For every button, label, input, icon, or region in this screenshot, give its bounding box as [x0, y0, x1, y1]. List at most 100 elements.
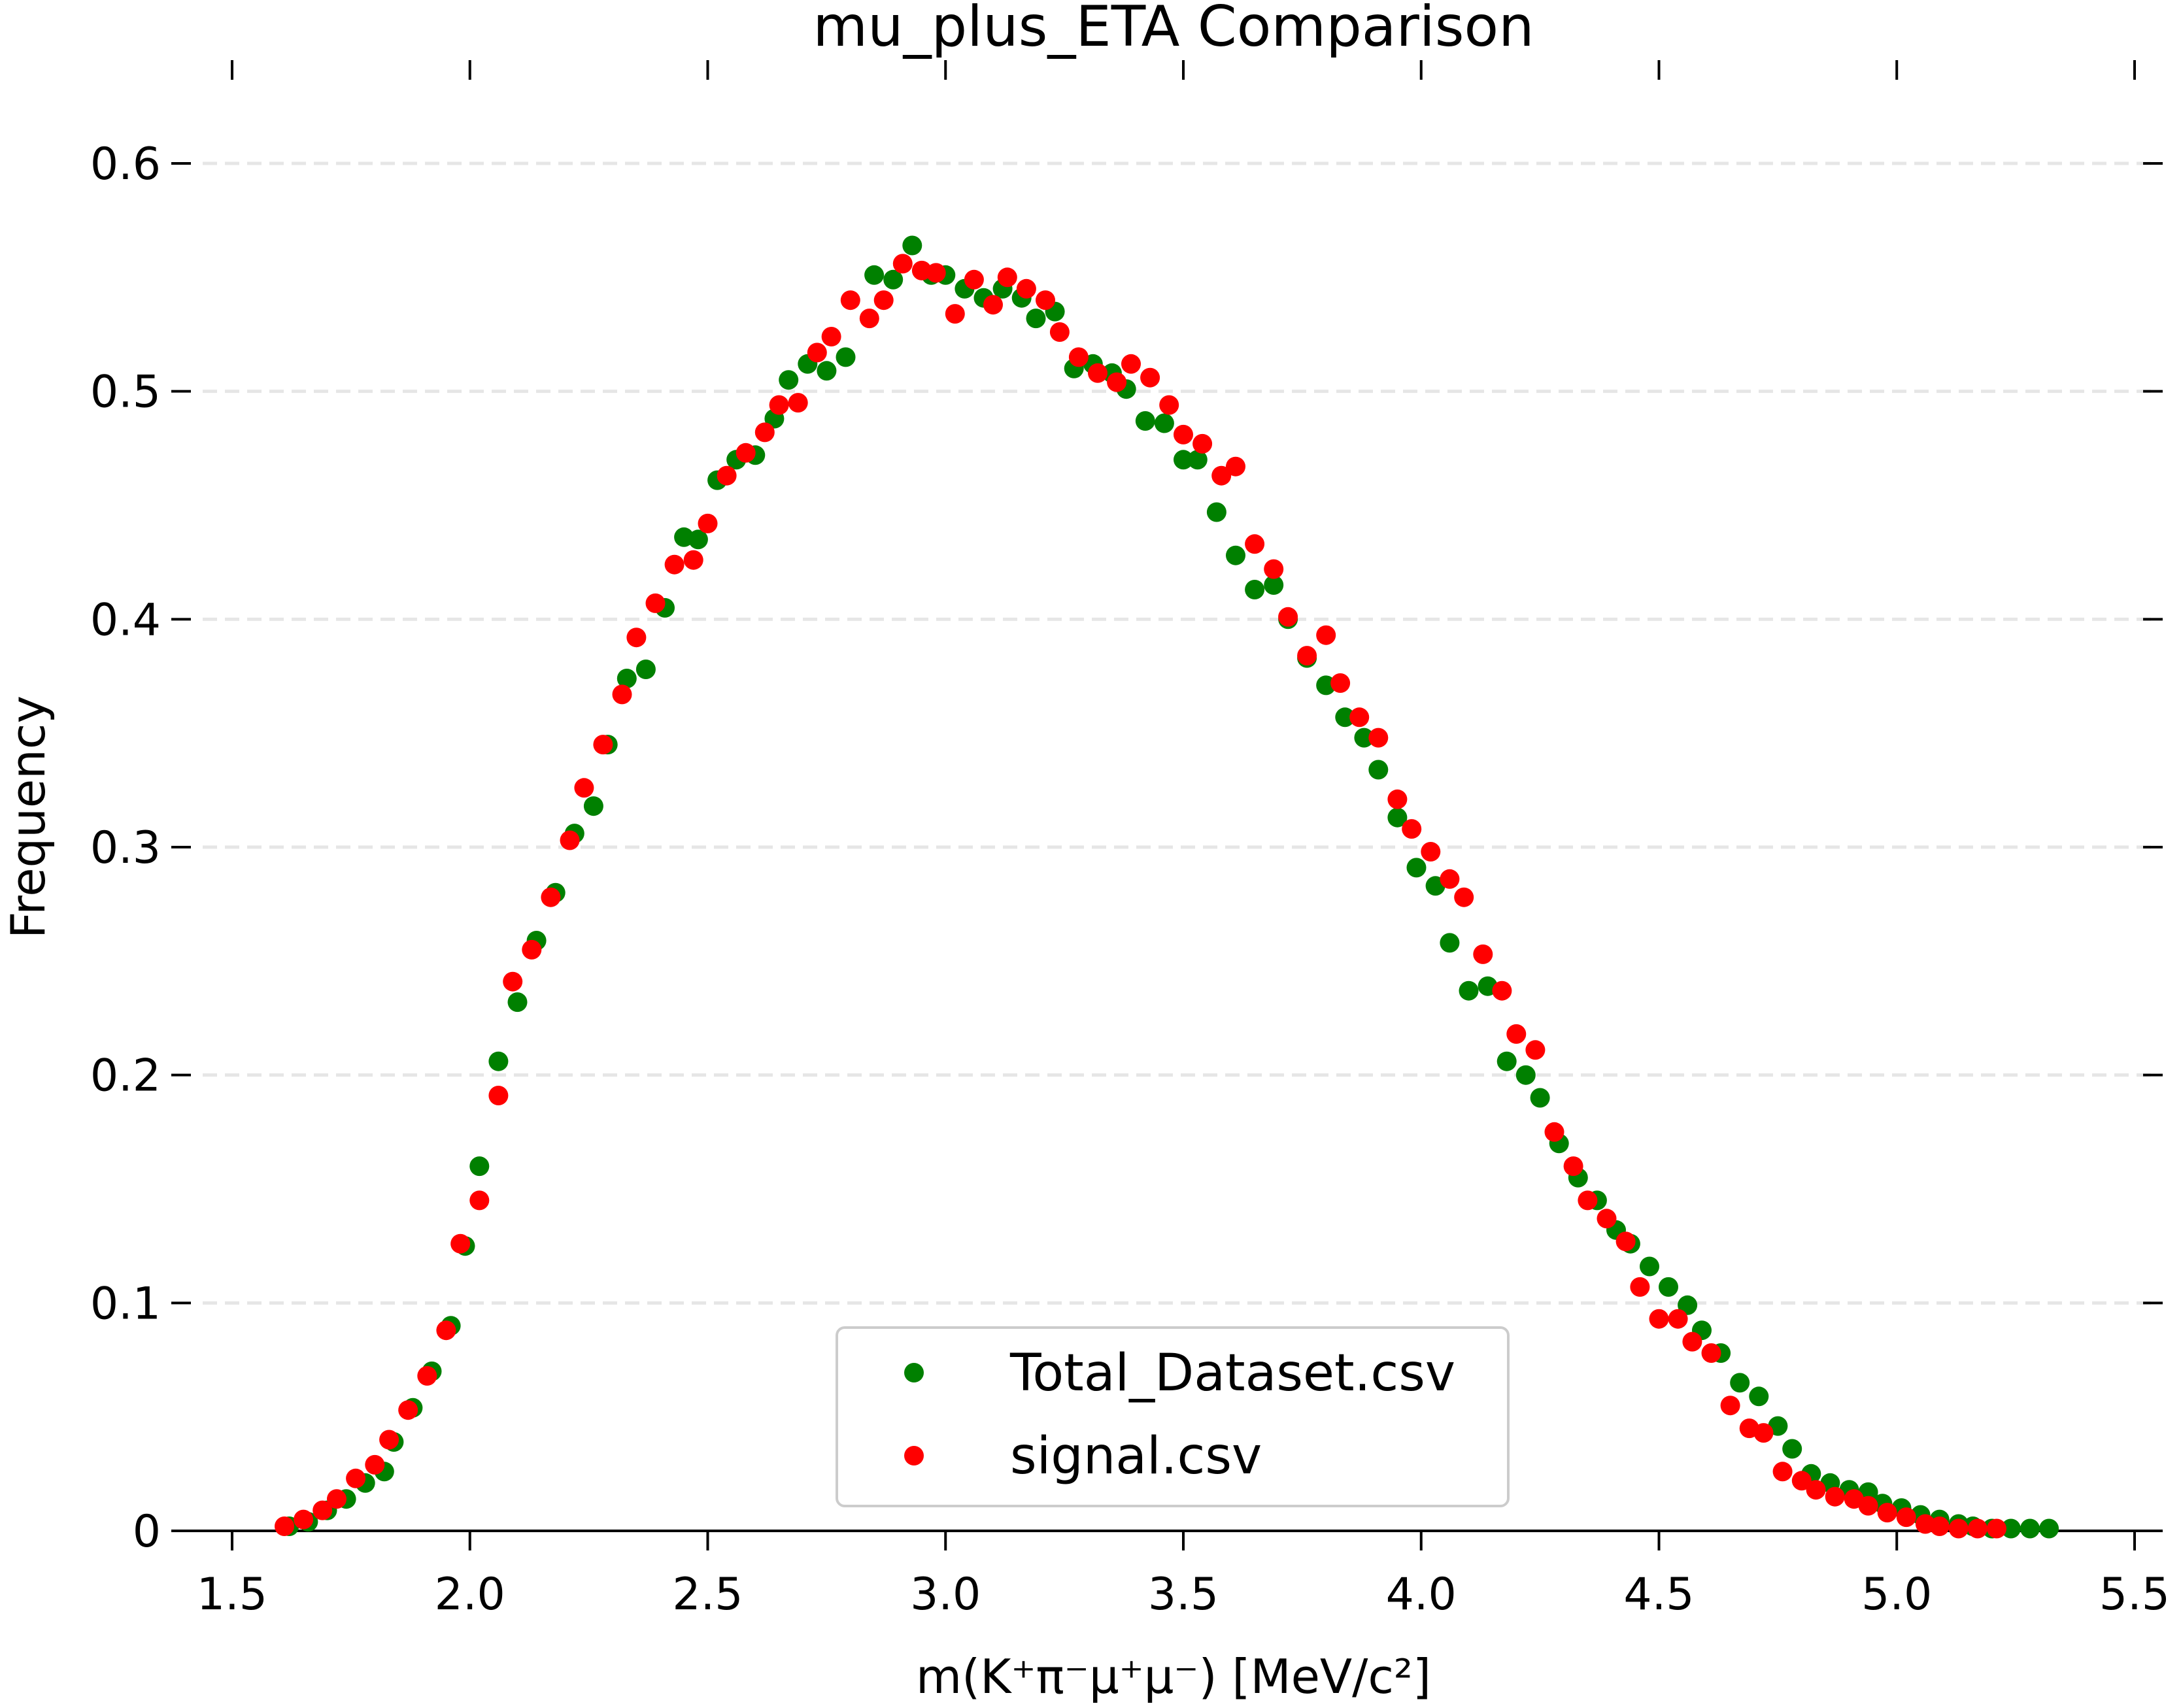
data-point-total-dataset [779, 370, 799, 390]
data-point-total-dataset [1678, 1295, 1698, 1315]
data-point-signal [1421, 842, 1441, 862]
data-point-signal [1506, 1024, 1527, 1044]
data-point-signal [1245, 534, 1265, 554]
data-point-signal [1877, 1503, 1897, 1523]
data-point-signal [1297, 646, 1317, 666]
data-point-total-dataset [2020, 1518, 2040, 1539]
data-point-signal [698, 513, 718, 533]
data-point-signal [560, 830, 580, 850]
data-point-total-dataset [1659, 1277, 1678, 1297]
data-point-signal [1720, 1396, 1740, 1416]
data-point-total-dataset [2039, 1518, 2059, 1539]
y-tick-label: 0.3 [90, 822, 161, 874]
data-point-total-dataset [1530, 1088, 1550, 1108]
data-point-signal [275, 1516, 294, 1536]
data-point-total-dataset [2001, 1518, 2021, 1539]
data-point-signal [541, 887, 561, 907]
data-point-signal [1525, 1040, 1546, 1060]
data-point-signal [840, 290, 860, 310]
data-point-signal [1544, 1122, 1564, 1142]
tick-labels: 0 0.1 0.2 0.3 0.4 0.5 0.6 1.5 2.0 2.5 3.0 3.5 4.0 4.5… [90, 139, 2170, 1620]
data-point-signal [1049, 322, 1070, 342]
data-point-signal [365, 1454, 385, 1475]
data-point-signal [873, 290, 894, 310]
data-point-total-dataset [817, 361, 837, 381]
data-point-signal [450, 1233, 471, 1254]
x-tick-label: 5.5 [2099, 1569, 2170, 1620]
data-point-signal [807, 343, 827, 363]
data-point-signal [983, 295, 1003, 315]
x-tick-label: 3.5 [1148, 1569, 1219, 1620]
data-point-total-dataset [583, 796, 603, 816]
data-point-signal [945, 304, 965, 324]
data-point-signal [417, 1365, 437, 1386]
data-point-signal [1402, 819, 1422, 839]
data-point-signal [1226, 456, 1245, 477]
data-point-total-dataset [1154, 413, 1174, 433]
data-point-signal [313, 1500, 333, 1520]
data-point-signal [1578, 1190, 1598, 1211]
data-point-signal [926, 263, 946, 283]
data-point-signal [398, 1400, 418, 1420]
x-tick-label: 3.0 [910, 1569, 981, 1620]
data-point-signal [1668, 1309, 1688, 1329]
data-point-signal [1630, 1277, 1650, 1297]
data-point-signal [1682, 1331, 1702, 1352]
data-point-total-dataset [1782, 1439, 1802, 1459]
data-point-signal [1806, 1480, 1826, 1500]
data-point-total-dataset [1264, 575, 1284, 595]
legend-marker-signal [904, 1446, 924, 1465]
y-tick-label: 0.2 [90, 1050, 161, 1102]
data-point-signal [1036, 290, 1055, 310]
legend-label-total-dataset: Total_Dataset.csv [1009, 1344, 1455, 1403]
data-point-signal [1349, 707, 1370, 728]
data-point-total-dataset [688, 529, 708, 550]
data-point-signal [997, 267, 1017, 288]
data-point-total-dataset [883, 269, 904, 290]
x-axis-label: m(K⁺π⁻μ⁺μ⁻) [MeV/c²] [916, 1649, 1431, 1704]
data-point-signal [1211, 465, 1232, 486]
data-point-total-dataset [1459, 980, 1479, 1001]
data-point-signal [1948, 1518, 1969, 1539]
data-point-signal [1492, 980, 1512, 1001]
data-point-signal [1454, 887, 1474, 907]
data-point-signal [1440, 869, 1460, 889]
data-point-signal [1330, 673, 1351, 693]
data-point-signal [664, 554, 685, 575]
data-point-signal [593, 735, 613, 755]
data-point-total-dataset [1245, 580, 1265, 599]
data-point-signal [1791, 1471, 1812, 1491]
series-signal [275, 254, 2006, 1539]
data-point-signal [1563, 1156, 1583, 1177]
y-tick-label: 0.4 [90, 594, 161, 646]
data-point-signal [717, 465, 737, 486]
gridlines [203, 161, 2151, 1305]
data-point-total-dataset [1387, 807, 1408, 828]
legend-box [836, 1326, 1510, 1507]
legend-label-signal: signal.csv [1010, 1427, 1262, 1486]
data-point-signal [327, 1489, 347, 1509]
data-point-signal [964, 269, 984, 290]
data-point-signal [1159, 395, 1179, 415]
data-point-signal [522, 939, 542, 960]
data-point-total-dataset [1174, 450, 1193, 470]
data-point-signal [754, 422, 775, 443]
data-point-signal [1615, 1231, 1636, 1252]
data-point-signal [788, 393, 808, 413]
data-point-signal [626, 628, 647, 648]
data-point-signal [1967, 1518, 1987, 1539]
data-point-total-dataset [864, 265, 885, 285]
y-tick-label: 0.6 [90, 139, 161, 190]
data-point-signal [1140, 367, 1160, 388]
data-point-total-dataset [1368, 760, 1389, 780]
legend: Total_Dataset.csv signal.csv [836, 1326, 1510, 1507]
data-point-total-dataset [1187, 450, 1208, 470]
chart-title: mu_plus_ETA Comparison [813, 0, 1534, 59]
data-point-total-dataset [1354, 728, 1374, 748]
data-point-total-dataset [1496, 1051, 1517, 1071]
data-point-signal [892, 254, 913, 274]
data-point-total-dataset [469, 1156, 490, 1177]
data-point-signal [735, 443, 756, 463]
data-point-signal [294, 1509, 314, 1530]
